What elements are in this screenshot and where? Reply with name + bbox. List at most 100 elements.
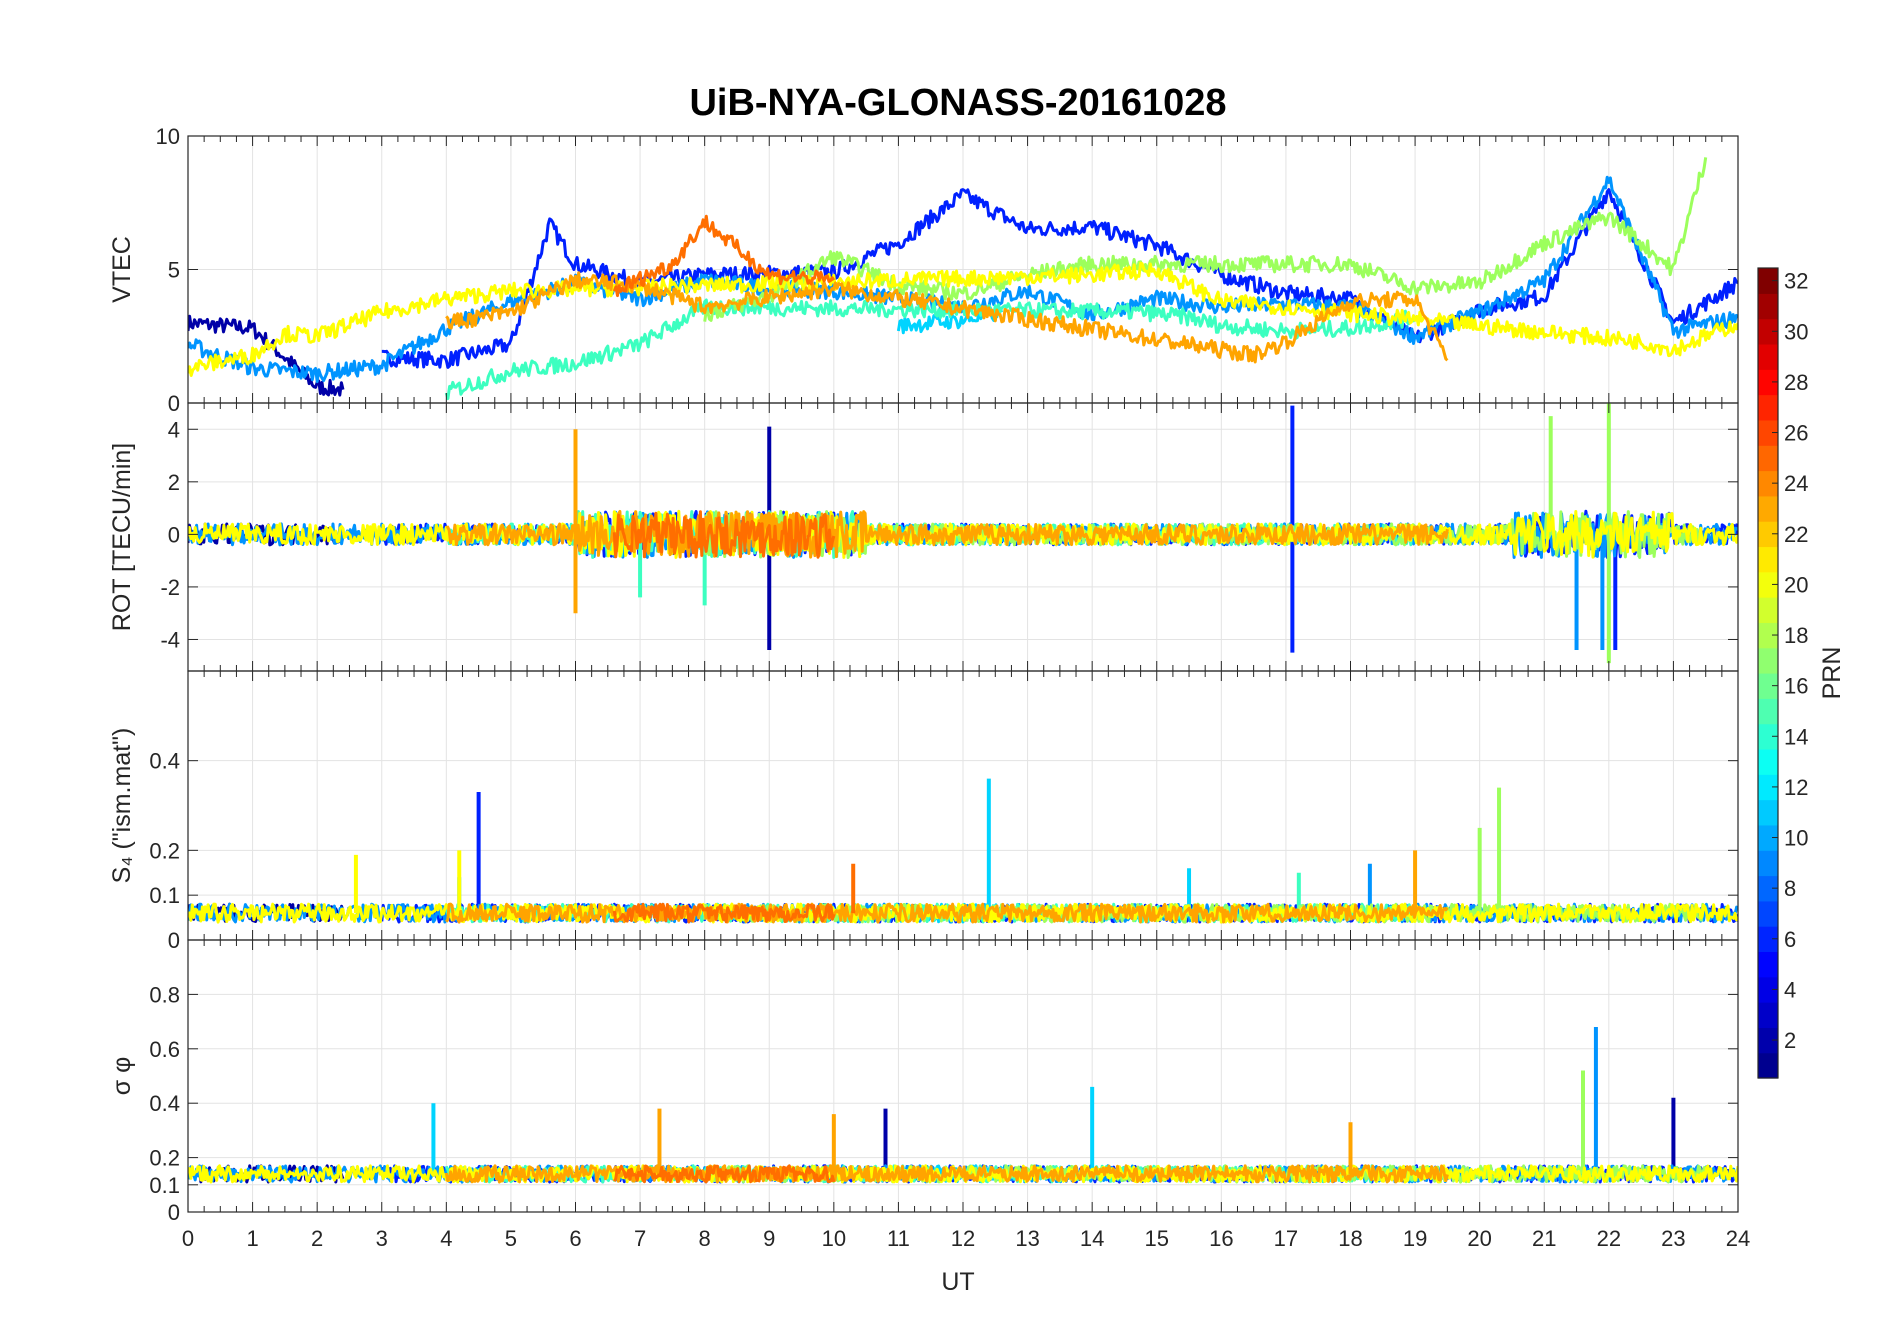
colorbar-band <box>1758 546 1778 573</box>
x-tick-label: 13 <box>1015 1226 1039 1251</box>
colorbar-band <box>1758 1002 1778 1028</box>
colorbar-tick-label: 14 <box>1784 724 1808 749</box>
colorbar-band <box>1758 1052 1778 1079</box>
colorbar-band <box>1758 495 1778 522</box>
colorbar-band <box>1758 571 1778 598</box>
colorbar-band <box>1758 318 1778 345</box>
x-tick-label: 18 <box>1338 1226 1362 1251</box>
colorbar-band <box>1758 419 1778 446</box>
y-axis-label-vtec: VTEC <box>108 236 136 303</box>
colorbar-tick-label: 26 <box>1784 421 1808 446</box>
colorbar-band <box>1758 976 1778 1003</box>
colorbar-tick-label: 28 <box>1784 370 1808 395</box>
panel-vtec: 0 5 10 VTEC <box>108 124 1739 416</box>
series-vtec-prn23 <box>445 271 1449 364</box>
series-group <box>188 403 1738 664</box>
y-axis-label-rot: ROT [TECU/min] <box>108 443 136 631</box>
series-rot-prn23 <box>445 509 1449 559</box>
colorbar-band <box>1758 1027 1778 1054</box>
colorbar-tick-label: 16 <box>1784 674 1808 699</box>
colorbar-tick-label: 10 <box>1784 826 1808 851</box>
colorbar-label: PRN <box>1818 647 1846 700</box>
x-tick-label: 7 <box>634 1226 646 1251</box>
y-tick-label: 0 <box>168 1200 180 1225</box>
x-tick-label: 10 <box>822 1226 846 1251</box>
colorbar-band <box>1758 748 1778 775</box>
x-tick-label: 21 <box>1532 1226 1556 1251</box>
y-tick-label: 0.1 <box>149 883 180 908</box>
x-tick-label: 8 <box>699 1226 711 1251</box>
series-vtec-prn20 <box>188 261 1738 377</box>
series-s4-prn23 <box>445 902 1449 924</box>
series-vtec-prn24 <box>612 214 836 298</box>
series-group <box>188 157 1738 401</box>
x-tick-label: 15 <box>1145 1226 1169 1251</box>
panel-sigma: 00.10.20.40.60.8σ φ0 1 2 3 4 5 6 7 8 9 10 11 12 13 14 1… <box>108 939 1750 1251</box>
x-tick-label: 16 <box>1209 1226 1233 1251</box>
panel-s4: 0 0.1 0.2 0.4 S₄ ("ism.mat") <box>108 670 1739 953</box>
colorbar-tick-label: 12 <box>1784 775 1808 800</box>
series-sigma-prn23 <box>444 1164 1449 1184</box>
colorbar-tick-label: 6 <box>1784 927 1796 952</box>
y-tick-label: 0.6 <box>149 1037 180 1062</box>
colorbar-band <box>1758 521 1778 548</box>
colorbar-band <box>1758 369 1778 396</box>
colorbar-band <box>1758 597 1778 623</box>
colorbar-band <box>1758 268 1778 294</box>
colorbar-band <box>1758 824 1778 851</box>
y-tick-label: 0.4 <box>149 1091 180 1116</box>
x-tick-label: 0 <box>182 1226 194 1251</box>
colorbar-band <box>1758 926 1778 953</box>
series-s4-prn20 <box>188 902 1738 924</box>
chart-title: UiB-NYA-GLONASS-20161028 <box>689 82 1226 124</box>
colorbar-band <box>1758 900 1778 927</box>
y-tick-label: 0.1 <box>149 1173 180 1198</box>
y-tick-label: 0 <box>168 391 180 416</box>
colorbar-tick-label: 30 <box>1784 319 1808 344</box>
y-tick-label: 0.4 <box>149 749 180 774</box>
x-axis-label: UT <box>941 1268 974 1296</box>
series-sigma-prn24 <box>613 1164 836 1184</box>
x-tick-label: 14 <box>1080 1226 1104 1251</box>
colorbar-band <box>1758 698 1778 725</box>
x-tick-label: 4 <box>440 1226 452 1251</box>
y-tick-label: 0 <box>168 522 180 547</box>
colorbar-tick-label: 2 <box>1784 1028 1796 1053</box>
panel-rot: -4 -2 0 2 4 ROT [TECU/min] <box>108 402 1739 672</box>
y-tick-label: -2 <box>160 575 180 600</box>
colorbar-tick-label: 20 <box>1784 572 1808 597</box>
x-tick-label: 6 <box>569 1226 581 1251</box>
colorbar-band <box>1758 799 1778 826</box>
colorbar-band <box>1758 470 1778 497</box>
colorbar-band <box>1758 673 1778 699</box>
colorbar-band <box>1758 394 1778 421</box>
colorbar-band <box>1758 875 1778 902</box>
colorbar-tick-label: 18 <box>1784 623 1808 648</box>
x-tick-label: 1 <box>246 1226 258 1251</box>
x-tick-label: 19 <box>1403 1226 1427 1251</box>
colorbar-tick-label: 4 <box>1784 977 1796 1002</box>
colorbar-tick-label: 8 <box>1784 876 1796 901</box>
x-tick-label: 5 <box>505 1226 517 1251</box>
y-tick-label: -4 <box>160 627 180 652</box>
x-tick-label: 12 <box>951 1226 975 1251</box>
x-tick-label: 20 <box>1467 1226 1491 1251</box>
colorbar-band <box>1758 622 1778 649</box>
y-tick-label: 0.2 <box>149 838 180 863</box>
colorbar-band <box>1758 723 1778 750</box>
series-vtec-prn4 <box>381 188 1738 369</box>
y-tick-label: 0.2 <box>149 1146 180 1171</box>
series-vtec-prn14 <box>444 298 1417 401</box>
colorbar-band <box>1758 850 1778 877</box>
x-tick-label: 24 <box>1726 1226 1750 1251</box>
colorbar-tick-label: 24 <box>1784 471 1808 496</box>
series-group <box>188 1027 1738 1184</box>
colorbar-frame <box>1757 267 1779 1079</box>
colorbar-band <box>1758 951 1778 978</box>
x-tick-label: 9 <box>763 1226 775 1251</box>
series-rot-prn24 <box>612 510 836 559</box>
x-tick-label: 2 <box>311 1226 323 1251</box>
y-tick-label: 0.8 <box>149 982 180 1007</box>
